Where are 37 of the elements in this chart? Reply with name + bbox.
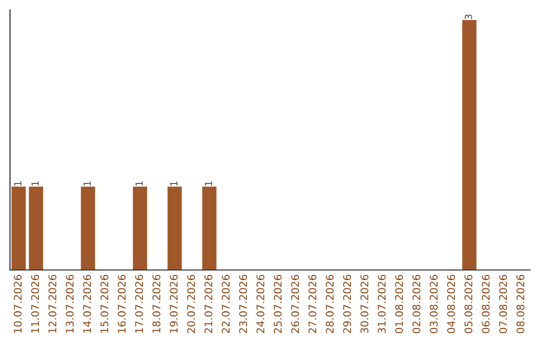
x-tick-label: 07.08.2026 [499,274,508,334]
x-tick-label: 18.07.2026 [152,274,160,333]
x-tick-label: 26.07.2026 [291,274,300,334]
data-label: 1 [204,181,212,186]
x-tick-label: 25.07.2026 [274,274,282,334]
x-tick-label: 20.07.2026 [187,274,196,334]
data-label: 1 [170,181,178,186]
x-tick-label: 01.08.2026 [395,274,404,334]
data-label: 3 [464,14,472,20]
x-tick-label: 06.08.2026 [482,274,490,334]
x-tick-label: 05.08.2026 [464,274,472,334]
x-tick-label: 14.07.2026 [83,274,92,333]
x-tick-label: 22.07.2026 [222,274,230,334]
x-tick-label: 28.07.2026 [326,274,334,334]
x-tick-label: 10.07.2026 [14,274,22,333]
x-tick-label: 02.08.2026 [412,274,420,334]
data-label: 1 [32,181,39,186]
x-tick-label: 15.07.2026 [100,274,108,333]
x-tick-label: 24.07.2026 [256,274,264,334]
x-tick-label: 03.08.2026 [430,274,438,334]
x-tick-label: 12.07.2026 [48,274,56,333]
x-tick-label: 08.08.2026 [516,274,524,334]
x-tick-label: 27.07.2026 [308,274,316,334]
x-tick-label: 17.07.2026 [135,274,144,333]
x-tick-label: 31.07.2026 [378,274,386,334]
x-tick-label: 19.07.2026 [170,274,178,333]
data-label: 1 [84,181,91,186]
x-tick-label: 11.07.2026 [31,274,40,333]
x-tick-label: 13.07.2026 [66,274,74,333]
data-label: 1 [136,181,143,186]
x-tick-label: 16.07.2026 [118,274,126,333]
x-tick-label: 04.08.2026 [447,274,456,334]
x-tick-label: 30.07.2026 [360,274,368,334]
x-tick-label: 21.07.2026 [204,274,212,334]
data-label: 1 [14,181,22,186]
x-tick-label: 29.07.2026 [343,274,352,334]
x-tick-label: 23.07.2026 [239,274,248,334]
